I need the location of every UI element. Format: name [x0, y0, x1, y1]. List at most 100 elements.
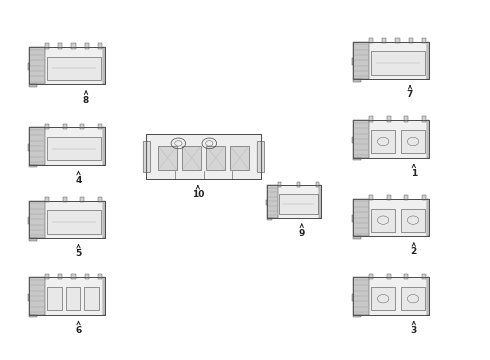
Bar [29, 47, 105, 85]
Bar [267, 185, 320, 217]
Bar [401, 287, 425, 310]
Bar [353, 236, 361, 239]
Bar [29, 47, 105, 85]
Bar [353, 199, 368, 236]
Bar [371, 287, 395, 310]
Bar [371, 208, 395, 232]
Bar [147, 134, 261, 179]
Bar [266, 199, 267, 205]
Bar [29, 85, 37, 87]
Bar [29, 277, 45, 315]
Bar [102, 201, 105, 238]
Bar [27, 63, 29, 70]
Bar [267, 185, 320, 217]
Bar [353, 120, 429, 158]
Bar [84, 287, 99, 310]
Bar [353, 41, 429, 79]
Bar [85, 43, 89, 49]
Text: 3: 3 [411, 326, 417, 335]
Bar [353, 41, 368, 79]
Bar [45, 197, 49, 202]
Text: 9: 9 [298, 229, 305, 238]
Bar [369, 117, 373, 122]
Bar [27, 144, 29, 150]
Bar [98, 197, 102, 202]
Bar [29, 127, 105, 165]
Bar [45, 274, 49, 279]
Bar [63, 197, 67, 202]
Bar [387, 117, 391, 122]
Bar [29, 165, 37, 167]
Bar [267, 217, 272, 220]
Bar [58, 43, 62, 49]
Bar [63, 123, 67, 129]
Bar [369, 38, 373, 43]
Bar [404, 117, 409, 122]
Bar [98, 43, 102, 49]
Bar [45, 43, 49, 49]
Bar [98, 274, 102, 279]
Bar [404, 274, 409, 279]
Bar [353, 199, 429, 236]
Bar [316, 182, 318, 187]
Bar [206, 145, 225, 170]
Bar [387, 274, 391, 279]
Bar [102, 127, 105, 165]
Bar [426, 120, 429, 158]
Bar [98, 123, 102, 129]
Text: 8: 8 [83, 95, 89, 104]
Text: 4: 4 [75, 176, 82, 185]
Bar [102, 277, 105, 315]
Bar [29, 277, 105, 315]
Bar [230, 145, 249, 170]
Bar [404, 195, 409, 200]
Bar [382, 38, 386, 43]
Bar [401, 208, 425, 232]
Bar [387, 195, 391, 200]
Bar [29, 201, 105, 238]
Text: 2: 2 [411, 247, 417, 256]
Bar [29, 127, 105, 165]
Bar [353, 315, 361, 318]
Bar [422, 117, 426, 122]
Bar [426, 277, 429, 315]
Bar [351, 215, 353, 222]
Bar [47, 57, 101, 80]
Bar [369, 195, 373, 200]
Bar [351, 58, 353, 65]
Text: 5: 5 [75, 249, 82, 258]
Bar [422, 195, 426, 200]
Bar [267, 185, 278, 217]
Bar [409, 38, 413, 43]
Bar [27, 217, 29, 224]
Text: 7: 7 [407, 90, 413, 99]
Bar [47, 137, 101, 160]
Bar [47, 287, 62, 310]
Bar [426, 41, 429, 79]
Bar [353, 158, 361, 160]
Bar [158, 145, 177, 170]
Bar [72, 43, 75, 49]
Text: 1: 1 [411, 169, 417, 178]
Bar [29, 47, 45, 85]
Bar [182, 145, 201, 170]
Bar [422, 274, 426, 279]
Bar [297, 182, 300, 187]
Bar [369, 274, 373, 279]
Text: 10: 10 [192, 190, 204, 199]
Bar [353, 41, 429, 79]
Bar [27, 294, 29, 301]
Bar [58, 274, 62, 279]
Bar [29, 315, 37, 318]
Bar [351, 137, 353, 143]
Bar [29, 201, 45, 238]
Text: 6: 6 [75, 326, 82, 335]
Bar [353, 199, 429, 236]
Bar [102, 47, 105, 85]
Bar [353, 277, 429, 315]
Bar [351, 294, 353, 301]
Bar [319, 185, 320, 217]
Bar [80, 197, 84, 202]
Bar [353, 277, 368, 315]
Bar [257, 141, 264, 172]
